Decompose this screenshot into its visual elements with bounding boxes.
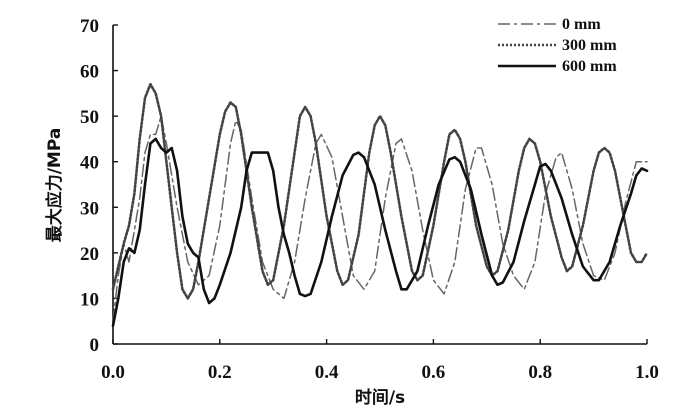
y-axis-label: 最大应力/MPa <box>44 128 65 243</box>
x-tick-label: 1.0 <box>635 362 659 383</box>
y-tick-label: 60 <box>80 62 99 83</box>
legend: 0 mm 300 mm 600 mm <box>498 16 617 75</box>
axes: 0.0 0.2 0.4 0.6 0.8 1.0 0 10 20 30 40 50 60 70 <box>80 16 659 383</box>
y-tick-label: 30 <box>80 198 99 219</box>
y-tick-label: 40 <box>80 153 99 174</box>
series-line-2 <box>111 137 649 328</box>
legend-label-1: 300 mm <box>562 37 617 54</box>
y-tick-label: 70 <box>80 16 99 37</box>
y-tick-label: 0 <box>90 335 100 356</box>
x-axis-label: 时间/s <box>355 387 405 408</box>
x-tick-label: 0.0 <box>101 362 125 383</box>
series-line-0 <box>112 115 648 322</box>
legend-label-2: 600 mm <box>562 58 617 75</box>
y-tick-label: 20 <box>80 244 99 265</box>
series-line-1 <box>111 82 649 300</box>
legend-label-0: 0 mm <box>562 16 601 33</box>
y-tick-label: 10 <box>80 289 99 310</box>
x-tick-label: 0.4 <box>315 362 339 383</box>
x-tick-label: 0.6 <box>422 362 446 383</box>
series-layer <box>111 82 649 328</box>
x-tick-label: 0.2 <box>208 362 232 383</box>
y-tick-label: 50 <box>80 107 99 128</box>
x-tick-label: 0.8 <box>528 362 552 383</box>
